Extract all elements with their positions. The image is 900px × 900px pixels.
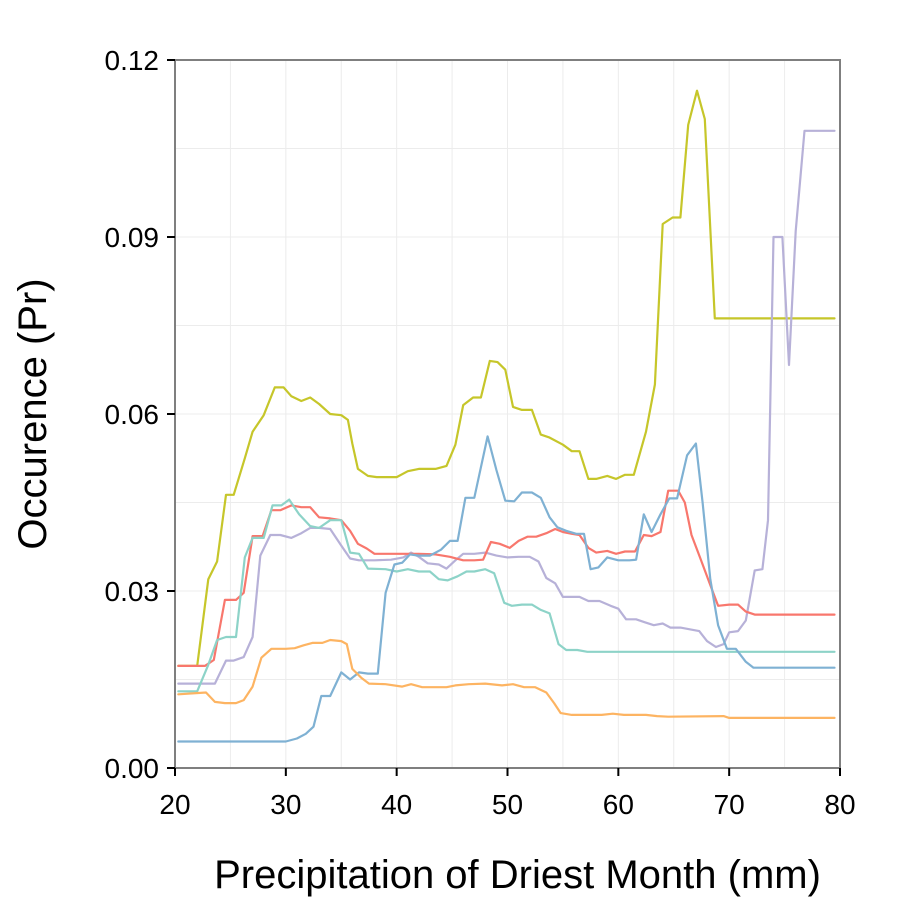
y-axis: 0.00 0.03 0.06 0.09 0.12 — [105, 45, 175, 784]
series-line-6 — [177, 638, 836, 719]
y-tick-label: 0.09 — [105, 222, 160, 253]
series-lines — [177, 89, 836, 743]
x-axis: 20 30 40 50 60 70 80 — [159, 768, 856, 820]
x-tick-label: 70 — [714, 789, 745, 820]
series-line-5 — [177, 435, 836, 743]
y-tick-label: 0.12 — [105, 45, 160, 76]
series-line-4 — [177, 498, 836, 693]
x-tick-label: 30 — [270, 789, 301, 820]
y-tick-label: 0.03 — [105, 576, 160, 607]
x-tick-label: 40 — [381, 789, 412, 820]
series-line-2 — [177, 129, 836, 685]
x-tick-label: 50 — [492, 789, 523, 820]
series-line-1 — [177, 89, 836, 667]
x-axis-title: Precipitation of Driest Month (mm) — [214, 853, 821, 897]
y-axis-title: Occurence (Pr) — [11, 278, 55, 549]
x-tick-label: 80 — [824, 789, 855, 820]
y-tick-label: 0.00 — [105, 753, 160, 784]
x-tick-label: 20 — [159, 789, 190, 820]
x-tick-label: 60 — [603, 789, 634, 820]
y-tick-label: 0.06 — [105, 399, 160, 430]
